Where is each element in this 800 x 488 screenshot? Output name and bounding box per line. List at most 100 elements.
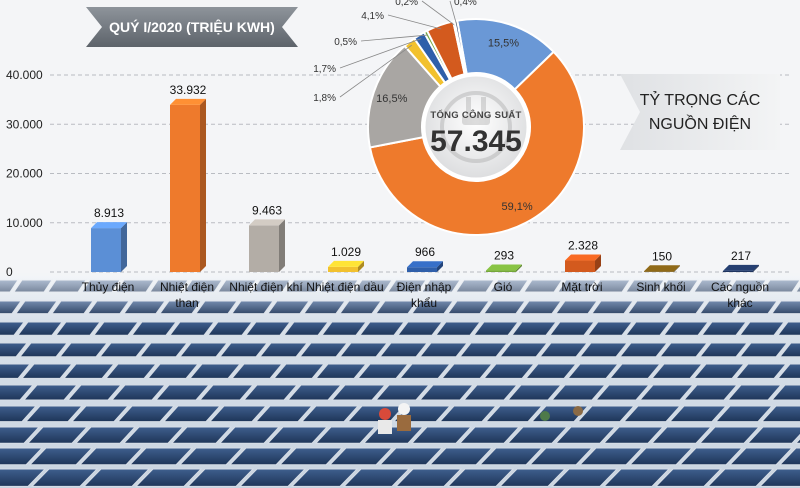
solar-panel <box>208 405 268 423</box>
solar-panel <box>74 426 137 444</box>
category-label: Nhiệt điện khí <box>229 280 303 294</box>
solar-panel <box>778 342 800 358</box>
solar-panel <box>698 342 749 358</box>
solar-panel <box>498 342 549 358</box>
solar-panel <box>776 321 800 336</box>
bar-value-label: 8.913 <box>94 206 124 220</box>
share-title-ribbon: TỶ TRỌNG CÁC NGUỒN ĐIỆN <box>620 74 780 150</box>
solar-panel <box>198 384 255 401</box>
solar-panel <box>484 405 544 423</box>
solar-panel <box>0 363 32 379</box>
solar-panel <box>138 342 189 358</box>
total-caption: TỔNG CÔNG SUẤT <box>430 109 521 121</box>
solar-panel <box>446 468 515 487</box>
solar-panel <box>510 321 558 336</box>
solar-panel <box>374 384 431 401</box>
solar-panel <box>0 447 44 466</box>
solar-panel <box>692 363 746 379</box>
solar-panel <box>458 342 509 358</box>
y-tick-label: 20.000 <box>6 167 43 181</box>
solar-panel <box>394 468 463 487</box>
solar-panel <box>734 363 788 379</box>
leader-line <box>449 0 458 25</box>
category-label: Điện nhập <box>397 280 452 294</box>
solar-panel <box>18 342 69 358</box>
solar-panel <box>128 447 194 466</box>
solar-panel <box>134 468 203 487</box>
solar-panel <box>0 321 26 336</box>
bar-side <box>358 260 364 272</box>
leader-line <box>339 38 422 69</box>
category-label: Các nguồn <box>711 280 769 294</box>
solar-panel <box>760 405 800 423</box>
solar-panel <box>650 426 713 444</box>
donut-slice <box>368 50 585 236</box>
solar-panel <box>62 363 116 379</box>
solar-panel <box>298 342 349 358</box>
solar-panel <box>594 384 651 401</box>
solar-panel <box>206 321 254 336</box>
bar <box>723 264 759 272</box>
bar-value-label: 2.328 <box>568 239 598 253</box>
solar-panel <box>418 384 475 401</box>
y-tick-label: 0 <box>6 265 13 279</box>
bar-value-label: 33.932 <box>170 83 207 97</box>
solar-panel <box>528 447 594 466</box>
solar-panel <box>98 342 149 358</box>
power-plug-icon <box>440 91 512 163</box>
bar-value-label: 966 <box>415 245 435 259</box>
solar-panel <box>22 384 79 401</box>
solar-panel <box>758 468 800 487</box>
category-label: Thủy điện <box>82 280 135 294</box>
solar-panel <box>602 426 665 444</box>
solar-panel <box>700 321 748 336</box>
solar-panel <box>410 426 473 444</box>
solar-panel <box>458 426 521 444</box>
solar-panel <box>794 438 800 444</box>
solar-panel <box>396 321 444 336</box>
solar-panel <box>0 426 41 444</box>
bar-front <box>407 267 437 272</box>
bar-top <box>486 264 522 271</box>
solar-panel <box>178 342 229 358</box>
solar-panel <box>554 426 617 444</box>
solar-panel <box>618 342 669 358</box>
solar-panel <box>92 321 140 336</box>
leader-line <box>387 14 442 30</box>
slice-label: 0,2% <box>395 0 418 8</box>
bar-side <box>200 98 206 272</box>
bar-front <box>249 225 279 272</box>
bar-front <box>486 270 516 272</box>
category-label: Gió <box>494 280 513 294</box>
solar-panel <box>320 321 368 336</box>
solar-panel <box>0 405 38 423</box>
solar-panel <box>706 468 775 487</box>
bar <box>91 222 127 272</box>
solar-panel <box>342 468 411 487</box>
solar-panel <box>438 405 498 423</box>
solar-panel <box>230 363 284 379</box>
solar-panel <box>608 363 662 379</box>
solar-panel <box>728 447 794 466</box>
solar-panel <box>576 405 636 423</box>
solar-panel <box>746 426 800 444</box>
solar-panel <box>506 426 569 444</box>
solar-panel <box>314 363 368 379</box>
solar-panel <box>154 384 211 401</box>
solar-panel <box>650 363 704 379</box>
bar-chart: 0 10.000 20.000 30.000 40.000 8.913 Thủy điện 3… <box>6 68 790 310</box>
solar-panel <box>622 405 682 423</box>
solar-panel <box>54 321 102 336</box>
solar-panel <box>726 384 783 401</box>
solar-panel <box>104 363 158 379</box>
solar-panel <box>278 447 344 466</box>
period-title-ribbon: QUÝ I/2020 (TRIỆU KWH) <box>86 7 298 47</box>
solar-panel <box>228 447 294 466</box>
bar <box>249 219 285 272</box>
solar-panel <box>498 468 567 487</box>
solar-panel <box>28 447 94 466</box>
solar-panel <box>244 321 292 336</box>
solar-panel <box>628 447 694 466</box>
share-title-line1: TỶ TRỌNG CÁC <box>640 90 761 109</box>
bar-top <box>565 254 601 261</box>
